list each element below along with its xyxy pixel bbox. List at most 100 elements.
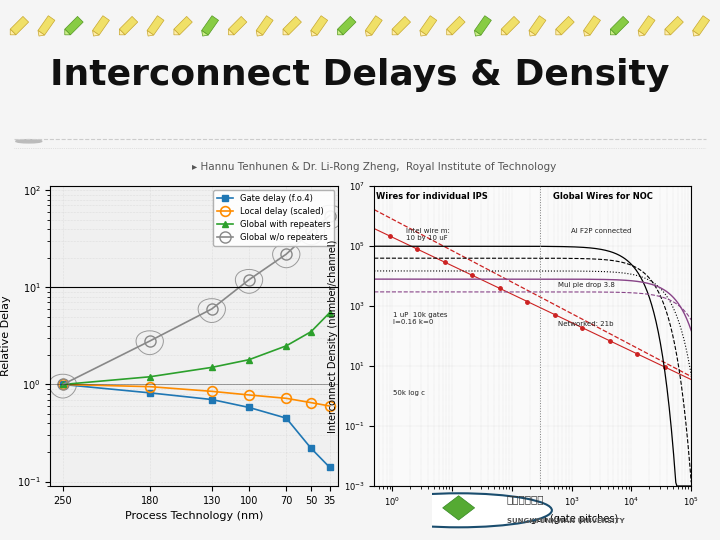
Global w/o repeaters xyxy=(245,276,253,283)
Polygon shape xyxy=(420,16,437,35)
Gate delay (f.o.4) xyxy=(207,396,216,403)
Polygon shape xyxy=(147,16,164,35)
Polygon shape xyxy=(10,16,29,35)
Polygon shape xyxy=(311,30,318,36)
Polygon shape xyxy=(93,30,99,36)
Gate delay (f.o.4) xyxy=(325,464,334,471)
Polygon shape xyxy=(474,16,491,35)
Text: Al F2P connected: Al F2P connected xyxy=(571,228,631,234)
Circle shape xyxy=(365,494,552,527)
Polygon shape xyxy=(38,16,55,35)
Polygon shape xyxy=(446,29,452,35)
Polygon shape xyxy=(338,29,343,35)
Polygon shape xyxy=(38,30,45,36)
Polygon shape xyxy=(420,30,426,36)
Polygon shape xyxy=(392,29,397,35)
Polygon shape xyxy=(665,16,683,35)
Global with repeaters xyxy=(282,342,291,349)
Polygon shape xyxy=(147,30,153,36)
Global with repeaters xyxy=(207,364,216,370)
Polygon shape xyxy=(283,16,302,35)
Polygon shape xyxy=(256,30,263,36)
Text: Interconnect Delays & Density: Interconnect Delays & Density xyxy=(50,58,670,92)
Text: 1 uP  10k gates
l=0.16 k=0: 1 uP 10k gates l=0.16 k=0 xyxy=(393,312,448,325)
Polygon shape xyxy=(365,30,372,36)
Text: Intel wire m:
10 by 10 uF: Intel wire m: 10 by 10 uF xyxy=(406,228,450,241)
Text: ▸ Hannu Tenhunen & Dr. Li-Rong Zheng,  Royal Institute of Technology: ▸ Hannu Tenhunen & Dr. Li-Rong Zheng, Ro… xyxy=(192,162,557,172)
Line: Local delay (scaled): Local delay (scaled) xyxy=(58,380,335,411)
Local delay (scaled) xyxy=(307,400,315,406)
Polygon shape xyxy=(202,16,219,35)
Polygon shape xyxy=(611,29,616,35)
Polygon shape xyxy=(120,16,138,35)
Gate delay (f.o.4) xyxy=(307,445,315,451)
Gate delay (f.o.4) xyxy=(145,389,154,396)
Polygon shape xyxy=(529,16,546,35)
Polygon shape xyxy=(283,29,289,35)
Polygon shape xyxy=(443,496,474,520)
Global with repeaters xyxy=(307,328,315,335)
Polygon shape xyxy=(120,29,125,35)
Global w/o repeaters xyxy=(207,306,216,312)
Polygon shape xyxy=(474,30,481,36)
X-axis label: Process Technology (nm): Process Technology (nm) xyxy=(125,511,264,521)
Polygon shape xyxy=(556,16,575,35)
Local delay (scaled) xyxy=(145,383,154,390)
Polygon shape xyxy=(65,29,71,35)
Gate delay (f.o.4) xyxy=(282,415,291,421)
Polygon shape xyxy=(611,16,629,35)
Global w/o repeaters xyxy=(145,338,154,345)
Polygon shape xyxy=(228,29,234,35)
Polygon shape xyxy=(501,16,520,35)
Polygon shape xyxy=(501,29,507,35)
Global with repeaters xyxy=(245,356,253,363)
Text: 50k log c: 50k log c xyxy=(393,390,426,396)
Polygon shape xyxy=(638,30,644,36)
Y-axis label: Relative Delay: Relative Delay xyxy=(1,296,12,376)
Polygon shape xyxy=(228,16,247,35)
Local delay (scaled) xyxy=(245,392,253,398)
Global with repeaters xyxy=(58,381,67,388)
Polygon shape xyxy=(638,16,655,35)
Text: Mul ple drop 3.8: Mul ple drop 3.8 xyxy=(558,282,615,288)
Line: Global w/o repeaters: Global w/o repeaters xyxy=(58,210,336,390)
Global w/o repeaters xyxy=(325,212,334,219)
Local delay (scaled) xyxy=(325,403,334,409)
Global w/o repeaters xyxy=(307,228,315,234)
Polygon shape xyxy=(556,29,562,35)
Global w/o repeaters xyxy=(58,381,67,388)
Gate delay (f.o.4) xyxy=(245,404,253,411)
Line: Global with repeaters: Global with repeaters xyxy=(59,309,333,388)
Polygon shape xyxy=(584,16,600,35)
Y-axis label: Interconnect Density (number/channel): Interconnect Density (number/channel) xyxy=(328,239,338,433)
Polygon shape xyxy=(665,29,670,35)
Polygon shape xyxy=(202,30,208,36)
Polygon shape xyxy=(529,30,536,36)
Text: Networked: 21b: Networked: 21b xyxy=(558,321,613,327)
Local delay (scaled) xyxy=(58,381,67,388)
Polygon shape xyxy=(311,16,328,35)
Polygon shape xyxy=(174,16,192,35)
X-axis label: Interconnect Length (gate pitches): Interconnect Length (gate pitches) xyxy=(448,514,618,524)
Text: 成均館大學校: 成均館大學校 xyxy=(507,495,544,504)
Polygon shape xyxy=(10,29,16,35)
Text: SUNGKYUNKWAN UNIVERSITY: SUNGKYUNKWAN UNIVERSITY xyxy=(507,518,624,524)
Polygon shape xyxy=(65,16,84,35)
Global w/o repeaters xyxy=(282,251,291,258)
Polygon shape xyxy=(693,16,710,35)
Polygon shape xyxy=(693,30,699,36)
Legend: Gate delay (f.o.4), Local delay (scaled), Global with repeaters, Global w/o repe: Gate delay (f.o.4), Local delay (scaled)… xyxy=(214,191,334,246)
Local delay (scaled) xyxy=(207,388,216,395)
Local delay (scaled) xyxy=(282,395,291,402)
Text: Global Wires for NOC: Global Wires for NOC xyxy=(552,192,652,201)
Global with repeaters xyxy=(325,309,334,316)
Global with repeaters xyxy=(145,374,154,380)
Polygon shape xyxy=(392,16,410,35)
Polygon shape xyxy=(93,16,109,35)
Polygon shape xyxy=(584,30,590,36)
Line: Gate delay (f.o.4): Gate delay (f.o.4) xyxy=(60,382,333,470)
Polygon shape xyxy=(446,16,465,35)
Polygon shape xyxy=(174,29,179,35)
Circle shape xyxy=(16,140,42,143)
Polygon shape xyxy=(365,16,382,35)
